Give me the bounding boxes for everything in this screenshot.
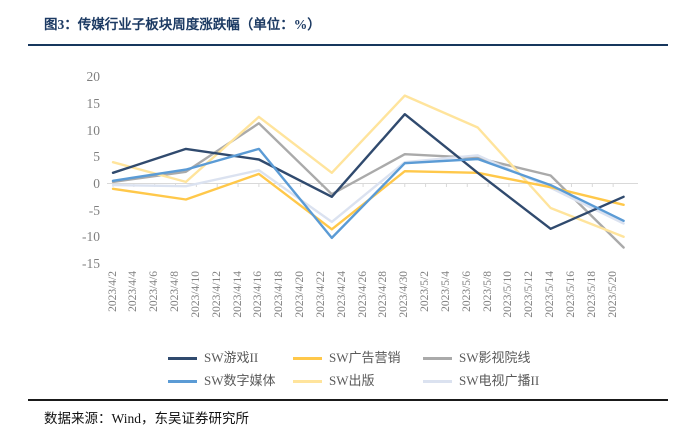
- legend-label: SW广告营销: [329, 350, 401, 365]
- x-axis-label: 2023/5/20: [606, 271, 619, 318]
- series-line: [111, 147, 625, 240]
- legend-item: SW数字媒体: [168, 373, 276, 389]
- legend-label: SW出版: [329, 373, 375, 388]
- x-axis-label: 2023/4/4: [127, 271, 140, 312]
- x-axis-label: 2023/4/20: [294, 271, 307, 318]
- series-line: [111, 154, 625, 225]
- x-axis-label: 2023/4/24: [335, 271, 348, 318]
- title-rule: [28, 44, 668, 46]
- x-axis-label: 2023/4/22: [314, 271, 327, 318]
- legend-line-swatch: [293, 379, 322, 383]
- x-axis-label: 2023/4/8: [169, 271, 182, 312]
- series-line: [111, 169, 625, 231]
- legend-item: SW出版: [293, 373, 375, 389]
- y-axis-label: 20: [86, 69, 101, 85]
- x-axis-label: 2023/5/2: [419, 271, 432, 312]
- y-axis-label: -10: [82, 229, 100, 245]
- x-axis-label: 2023/4/30: [398, 271, 411, 318]
- x-axis-label: 2023/4/2: [106, 271, 119, 312]
- y-axis-label: 0: [93, 176, 100, 191]
- legend-line-swatch: [423, 379, 452, 383]
- y-axis-label: 10: [86, 122, 101, 138]
- legend-line-swatch: [423, 356, 452, 360]
- legend-line-swatch: [168, 356, 197, 360]
- y-axis-label: -15: [82, 255, 100, 271]
- x-axis-label: 2023/4/18: [273, 271, 286, 318]
- data-source-note: 数据来源：Wind，东吴证券研究所: [44, 411, 249, 426]
- footer-rule: [28, 399, 668, 401]
- x-axis-label: 2023/5/18: [585, 271, 598, 318]
- x-axis-label: 2023/4/26: [356, 271, 369, 318]
- y-axis-label: -5: [88, 202, 100, 218]
- y-axis-label: 15: [86, 96, 101, 112]
- x-axis-label: 2023/5/12: [523, 271, 536, 318]
- legend-label: SW数字媒体: [204, 373, 276, 388]
- x-axis-label: 2023/5/4: [439, 271, 452, 312]
- x-axis-label: 2023/4/10: [189, 271, 202, 318]
- x-axis-label: 2023/4/6: [148, 271, 161, 312]
- x-axis-label: 2023/5/6: [460, 271, 473, 312]
- legend-item: SW广告营销: [293, 350, 401, 366]
- series-line: [111, 94, 625, 239]
- legend-line-swatch: [168, 379, 197, 383]
- x-axis-label: 2023/4/12: [210, 271, 223, 318]
- x-axis-label: 2023/4/14: [231, 271, 244, 318]
- figure-title: 图3：传媒行业子板块周度涨跌幅（单位：%）: [44, 17, 321, 32]
- x-axis-label: 2023/5/14: [544, 271, 557, 318]
- legend-label: SW游戏II: [204, 350, 259, 365]
- series-line: [111, 122, 625, 249]
- y-axis-label: 5: [93, 149, 100, 165]
- legend-label: SW电视广播II: [459, 373, 540, 388]
- legend-item: SW游戏II: [168, 350, 258, 366]
- x-axis-label: 2023/4/28: [377, 271, 390, 318]
- legend-item: SW影视院线: [423, 350, 531, 366]
- legend-item: SW电视广播II: [423, 373, 539, 389]
- legend-line-swatch: [293, 356, 322, 360]
- legend-label: SW影视院线: [459, 350, 531, 365]
- x-axis-label: 2023/5/8: [481, 271, 494, 312]
- x-axis-label: 2023/4/16: [252, 271, 265, 318]
- x-axis-label: 2023/5/16: [564, 271, 577, 318]
- series-line: [111, 112, 625, 231]
- x-axis-label: 2023/5/10: [502, 271, 515, 318]
